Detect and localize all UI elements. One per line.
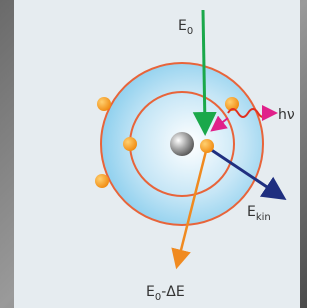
diagram: E0 hν Ekin E0-ΔE <box>0 0 307 308</box>
emitted-label: hν <box>278 107 295 123</box>
label-base: E <box>146 284 155 300</box>
label-sub: 0 <box>187 26 193 37</box>
electron <box>95 174 109 188</box>
electron <box>123 137 137 151</box>
label-sub: kin <box>256 212 271 223</box>
electron <box>97 97 111 111</box>
label-suffix: -ΔE <box>161 284 184 300</box>
electron <box>200 139 214 153</box>
label-base: E <box>178 18 187 34</box>
label-base: E <box>247 204 256 220</box>
nucleus <box>170 132 194 156</box>
incident-arrow <box>203 10 205 127</box>
